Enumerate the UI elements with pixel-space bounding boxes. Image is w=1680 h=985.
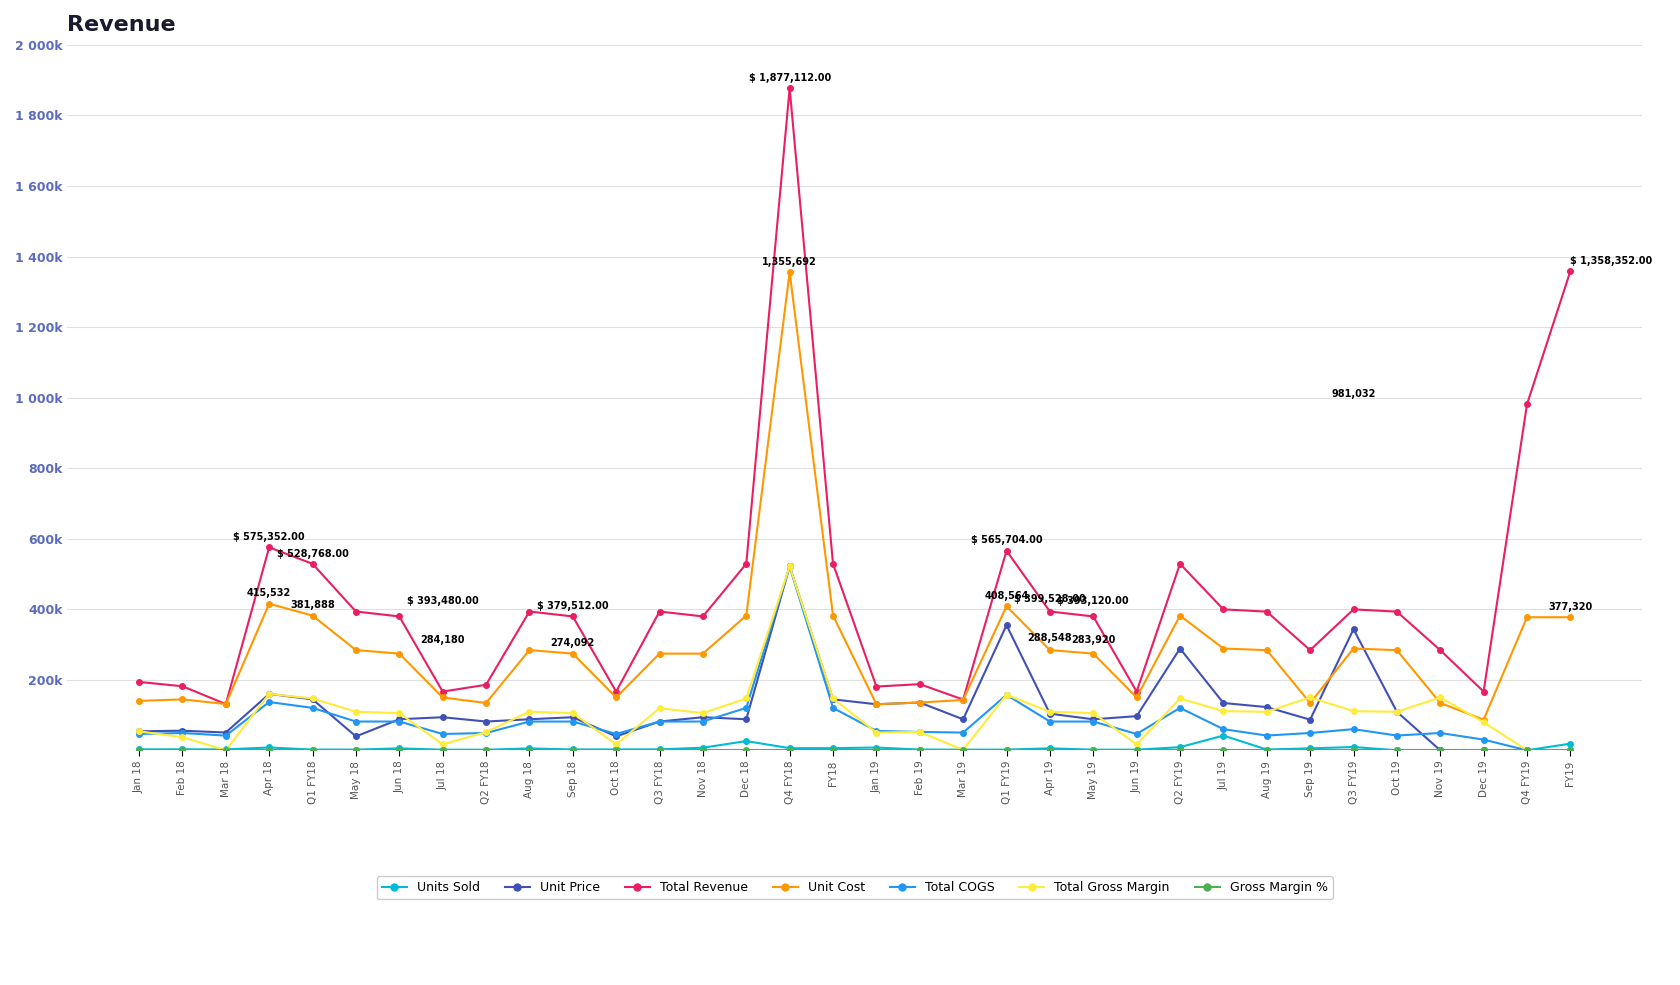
- Text: $ 399,528.00: $ 399,528.00: [1015, 594, 1085, 604]
- Text: 283,920: 283,920: [1072, 635, 1116, 645]
- Text: 408,564: 408,564: [984, 591, 1028, 601]
- Text: $ 575,352.00: $ 575,352.00: [234, 532, 306, 542]
- Text: 381,888: 381,888: [291, 600, 334, 611]
- Text: 415,532: 415,532: [247, 588, 291, 599]
- Text: $ 565,704.00: $ 565,704.00: [971, 536, 1042, 546]
- Text: 1,355,692: 1,355,692: [763, 257, 816, 267]
- Text: $ 379,512.00: $ 379,512.00: [538, 601, 608, 611]
- Text: $ 1,877,112.00: $ 1,877,112.00: [749, 73, 832, 83]
- Text: 284,180: 284,180: [420, 634, 465, 645]
- Text: $ 393,480.00: $ 393,480.00: [407, 596, 479, 606]
- Text: $ 393,120.00: $ 393,120.00: [1057, 596, 1129, 607]
- Text: 981,032: 981,032: [1331, 389, 1376, 399]
- Text: $ 528,768.00: $ 528,768.00: [277, 549, 348, 558]
- Text: $ 1,358,352.00: $ 1,358,352.00: [1571, 256, 1653, 266]
- Text: Revenue: Revenue: [67, 15, 176, 35]
- Text: 288,548: 288,548: [1028, 633, 1072, 643]
- Text: 274,092: 274,092: [551, 638, 595, 648]
- Legend: Units Sold, Unit Price, Total Revenue, Unit Cost, Total COGS, Total Gross Margin: Units Sold, Unit Price, Total Revenue, U…: [376, 877, 1332, 899]
- Text: 377,320: 377,320: [1549, 602, 1593, 612]
